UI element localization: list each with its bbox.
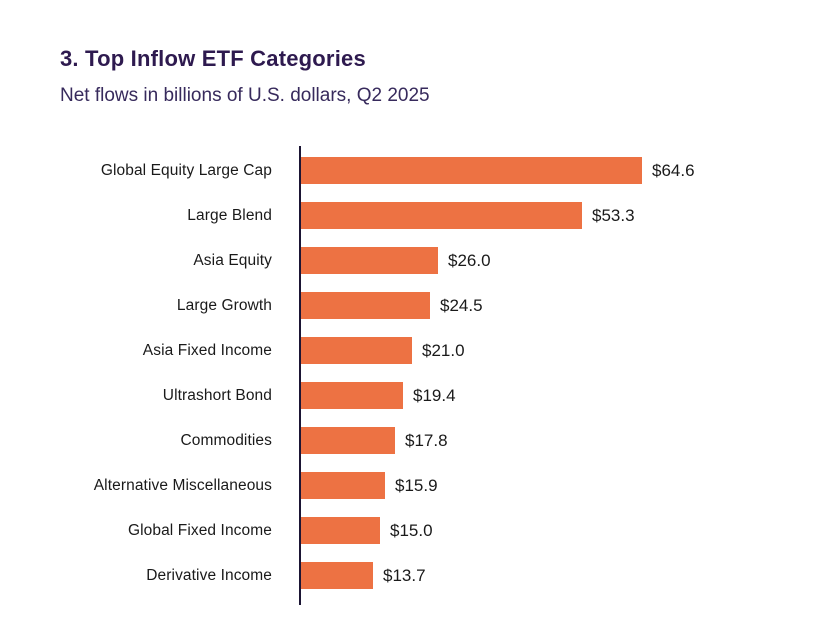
category-label: Commodities xyxy=(180,431,272,449)
bar-chart: Global Equity Large Cap $64.6 Large Blen… xyxy=(0,146,819,606)
category-label: Alternative Miscellaneous xyxy=(93,476,272,494)
chart-row: Ultrashort Bond $19.4 xyxy=(0,373,819,418)
category-label: Large Growth xyxy=(176,296,272,314)
value-label: $53.3 xyxy=(592,205,635,225)
chart-rows: Global Equity Large Cap $64.6 Large Blen… xyxy=(0,148,819,598)
bar-cell: $26.0 xyxy=(299,238,819,283)
bar-cell: $19.4 xyxy=(299,373,819,418)
chart-row: Asia Fixed Income $21.0 xyxy=(0,328,819,373)
chart-row: Large Blend $53.3 xyxy=(0,193,819,238)
chart-row: Derivative Income $13.7 xyxy=(0,553,819,598)
value-label: $24.5 xyxy=(440,295,483,315)
bar-cell: $13.7 xyxy=(299,553,819,598)
bar xyxy=(301,562,373,590)
bar xyxy=(301,382,403,410)
category-label: Global Fixed Income xyxy=(127,521,272,539)
chart-row: Global Fixed Income $15.0 xyxy=(0,508,819,553)
chart-row: Asia Equity $26.0 xyxy=(0,238,819,283)
category-label: Asia Equity xyxy=(193,251,272,269)
bar xyxy=(301,427,395,455)
value-label: $21.0 xyxy=(422,340,465,360)
bar xyxy=(301,472,385,500)
chart-subtitle: Net flows in billions of U.S. dollars, Q… xyxy=(60,85,430,107)
value-label: $64.6 xyxy=(652,160,695,180)
bar-cell: $64.6 xyxy=(299,148,819,193)
bar xyxy=(301,202,582,230)
chart-row: Large Growth $24.5 xyxy=(0,283,819,328)
chart-row: Alternative Miscellaneous $15.9 xyxy=(0,463,819,508)
category-label: Large Blend xyxy=(187,206,272,224)
bar-cell: $53.3 xyxy=(299,193,819,238)
bar-cell: $15.0 xyxy=(299,508,819,553)
y-axis-line xyxy=(299,146,301,606)
bar xyxy=(301,157,642,185)
value-label: $19.4 xyxy=(413,385,456,405)
chart-row: Commodities $17.8 xyxy=(0,418,819,463)
bar-cell: $24.5 xyxy=(299,283,819,328)
value-label: $17.8 xyxy=(405,430,448,450)
category-label: Ultrashort Bond xyxy=(162,386,272,404)
bar xyxy=(301,247,438,275)
value-label: $26.0 xyxy=(448,250,491,270)
category-label: Global Equity Large Cap xyxy=(100,161,272,179)
bar-cell: $17.8 xyxy=(299,418,819,463)
value-label: $15.0 xyxy=(390,520,433,540)
value-label: $13.7 xyxy=(383,565,426,585)
chart-title: 3. Top Inflow ETF Categories xyxy=(60,46,366,71)
value-label: $15.9 xyxy=(395,475,438,495)
bar-cell: $15.9 xyxy=(299,463,819,508)
chart-row: Global Equity Large Cap $64.6 xyxy=(0,148,819,193)
category-label: Asia Fixed Income xyxy=(142,341,272,359)
bar xyxy=(301,517,380,545)
bar xyxy=(301,337,412,365)
bar-cell: $21.0 xyxy=(299,328,819,373)
bar xyxy=(301,292,430,320)
category-label: Derivative Income xyxy=(146,566,272,584)
